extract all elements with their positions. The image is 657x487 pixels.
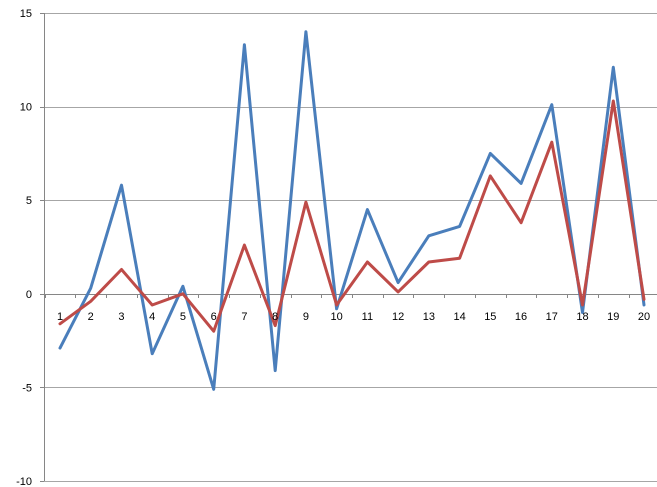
y-tick-label: 15 bbox=[20, 8, 32, 20]
series-lines bbox=[58, 30, 646, 391]
x-tick-label: 3 bbox=[118, 311, 124, 323]
y-tick-label: 5 bbox=[26, 195, 32, 207]
x-tick-label: 6 bbox=[211, 311, 217, 323]
x-tick-label: 9 bbox=[303, 311, 309, 323]
x-tick-label: 19 bbox=[607, 311, 619, 323]
x-tick-label: 5 bbox=[180, 311, 186, 323]
x-tick-label: 16 bbox=[515, 311, 527, 323]
x-tick-label: 7 bbox=[241, 311, 247, 323]
series-line-2 bbox=[58, 99, 646, 333]
x-tick-label: 11 bbox=[362, 311, 373, 323]
x-tick-label: 15 bbox=[484, 311, 496, 323]
y-tick-label: -10 bbox=[16, 476, 32, 487]
x-tick-label: 2 bbox=[88, 311, 94, 323]
y-tick-label: 10 bbox=[20, 102, 32, 114]
x-tick-label: 17 bbox=[546, 311, 558, 323]
x-tick-label: 20 bbox=[638, 311, 650, 323]
x-tick-labels: 1 2 3 4 5 6 7 8 9 10 11 12 13 14 15 16 17 18 19 20 bbox=[57, 311, 650, 323]
axes bbox=[40, 13, 657, 482]
x-tick-label: 12 bbox=[392, 311, 404, 323]
gridlines bbox=[44, 13, 657, 482]
series-line-1 bbox=[58, 30, 646, 391]
x-tick-label: 4 bbox=[149, 311, 155, 323]
x-tick-label: 8 bbox=[272, 311, 278, 323]
y-tick-label: 0 bbox=[26, 289, 32, 301]
x-tick-label: 13 bbox=[423, 311, 435, 323]
x-tick-label: 18 bbox=[576, 311, 588, 323]
x-tick-label: 14 bbox=[453, 311, 465, 323]
y-tick-labels: 15 10 5 0 -5 -10 bbox=[16, 8, 32, 487]
x-tick-label: 10 bbox=[331, 311, 343, 323]
y-tick-label: -5 bbox=[22, 382, 32, 394]
x-tick-label: 1 bbox=[57, 311, 63, 323]
